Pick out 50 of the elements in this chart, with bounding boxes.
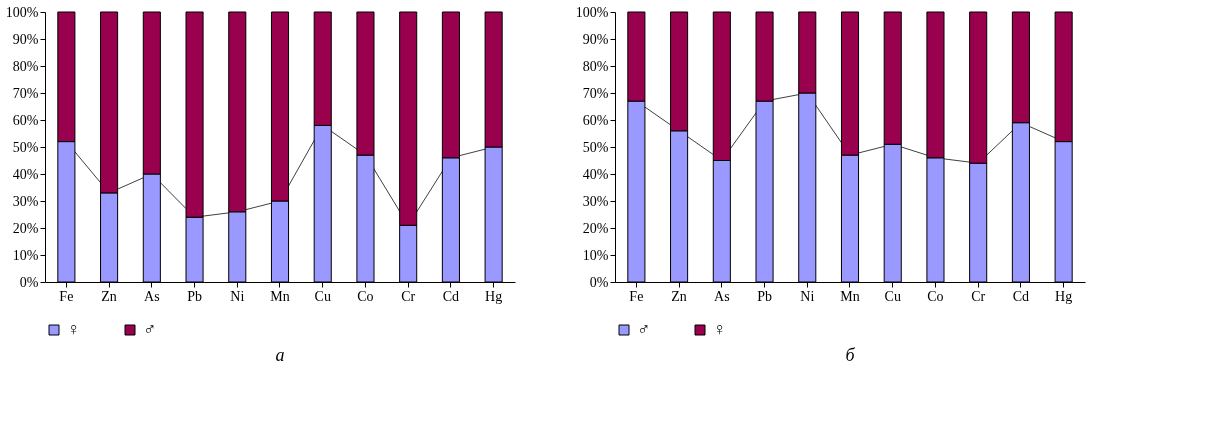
x-tick-label: Cr [401,288,416,304]
legend-label: ♂ [143,319,157,339]
y-tick-label: 0% [589,274,609,290]
y-tick-label: 80% [12,58,39,74]
y-tick-label: 10% [582,247,609,263]
y-tick-label: 70% [12,85,39,101]
y-tick-label: 100% [5,4,39,20]
x-tick-label: Co [357,288,374,304]
x-tick-label: Cd [1012,288,1030,304]
y-tick-label: 80% [582,58,609,74]
x-tick-label: Mn [840,288,860,304]
y-tick-label: 60% [12,112,39,128]
y-tick-label: 70% [582,85,609,101]
y-tick-label: 50% [12,139,39,155]
x-tick-label: Hg [485,288,503,304]
x-tick-label: Zn [101,288,117,304]
x-tick-label: Cu [884,288,901,304]
x-tick-label: Pb [187,288,202,304]
x-tick-label: Co [927,288,944,304]
x-tick-label: Ni [230,288,245,304]
text: а [275,345,285,365]
x-tick-label: Zn [671,288,687,304]
x-tick-label: Pb [757,288,772,304]
legend-label: ♀ [67,319,81,339]
y-tick-label: 100% [575,4,609,20]
y-tick-label: 30% [582,193,609,209]
x-tick-label: Cu [314,288,331,304]
x-tick-label: Fe [59,288,74,304]
y-tick-label: 40% [12,166,39,182]
y-tick-label: 90% [12,31,39,47]
y-tick-label: 40% [582,166,609,182]
x-tick-label: Hg [1055,288,1073,304]
y-tick-label: 20% [582,220,609,236]
x-tick-label: Fe [629,288,644,304]
y-tick-label: 50% [582,139,609,155]
x-tick-label: Ni [800,288,815,304]
x-tick-label: Cr [971,288,986,304]
y-tick-label: 90% [582,31,609,47]
text: б [845,345,856,365]
x-tick-label: Cd [442,288,460,304]
legend-label: ♂ [637,319,651,339]
y-tick-label: 0% [19,274,39,290]
x-tick-label: As [714,288,730,304]
legend-label: ♀ [713,319,727,339]
x-tick-label: Mn [270,288,290,304]
y-tick-label: 20% [12,220,39,236]
x-tick-label: As [144,288,160,304]
y-tick-label: 30% [12,193,39,209]
y-tick-label: 10% [12,247,39,263]
y-tick-label: 60% [582,112,609,128]
